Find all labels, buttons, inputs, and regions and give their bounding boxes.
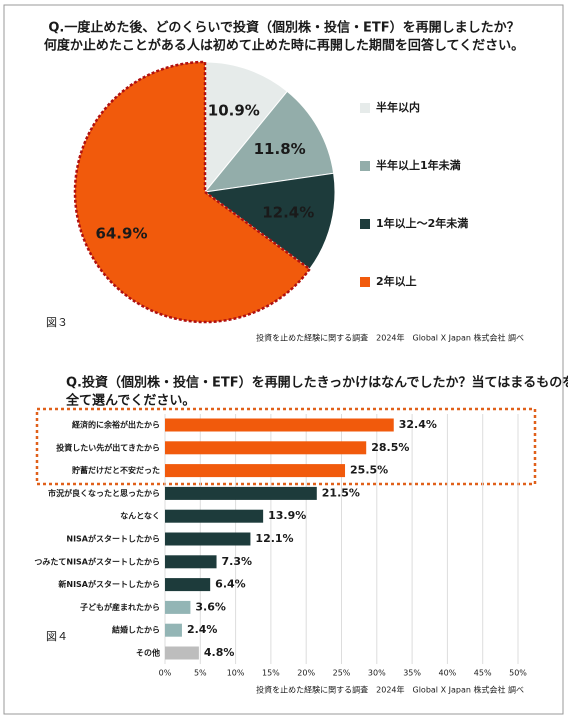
bar xyxy=(165,486,317,500)
value-label: 28.5% xyxy=(371,441,409,454)
slice-label: 12.4% xyxy=(262,203,314,221)
x-tick-label: 30% xyxy=(368,669,386,678)
bar xyxy=(165,441,367,455)
x-tick-label: 20% xyxy=(297,669,315,678)
legend-label: 2年以上 xyxy=(376,274,417,288)
value-label: 7.3% xyxy=(222,555,253,568)
bar xyxy=(165,623,182,637)
category-label: 投資したい先が出てきたから xyxy=(56,442,160,452)
category-label: 貯蓄だけだと不安だった xyxy=(72,465,160,475)
legend-swatch xyxy=(360,161,370,171)
x-tick-label: 35% xyxy=(403,669,421,678)
value-label: 12.1% xyxy=(255,532,293,545)
category-label: 市況が良くなったと思ったから xyxy=(48,488,160,498)
bar xyxy=(165,532,251,546)
legend-swatch xyxy=(360,219,370,229)
bar xyxy=(165,555,217,569)
category-label: 子どもが産まれたから xyxy=(80,602,160,612)
x-tick-label: 45% xyxy=(474,669,492,678)
x-tick-label: 0% xyxy=(159,669,172,678)
value-label: 32.4% xyxy=(399,418,437,431)
bar xyxy=(165,464,346,478)
value-label: 13.9% xyxy=(268,509,306,522)
pie-slice xyxy=(73,60,312,324)
category-label: NISAがスタートしたから xyxy=(66,534,160,544)
x-tick-label: 5% xyxy=(194,669,207,678)
x-tick-label: 10% xyxy=(227,669,245,678)
category-label: 結婚したから xyxy=(112,625,160,635)
x-tick-label: 25% xyxy=(333,669,351,678)
bar xyxy=(165,646,199,660)
chart-title: 全て選んでください。 xyxy=(65,393,195,409)
value-label: 6.4% xyxy=(215,578,246,591)
category-label: なんとなく xyxy=(120,512,160,521)
chart-title: 何度か止めたことがある人は初めて止めた時に再開した期間を回答してください。 xyxy=(44,38,524,54)
legend-label: 半年以上1年未満 xyxy=(376,158,461,172)
value-label: 4.8% xyxy=(204,646,235,659)
value-label: 21.5% xyxy=(322,486,360,499)
value-label: 3.6% xyxy=(195,600,226,613)
category-label: 経済的に余裕が出たから xyxy=(72,420,160,430)
value-label: 25.5% xyxy=(350,464,388,477)
bar xyxy=(165,509,264,523)
category-label: 新NISAがスタートしたから xyxy=(58,579,160,589)
legend-label: 1年以上～2年未満 xyxy=(376,216,468,230)
slice-label: 11.8% xyxy=(254,140,306,158)
value-label: 2.4% xyxy=(187,623,218,636)
category-label: その他 xyxy=(136,648,160,658)
source: 投資を止めた経験に関する調査 2024年 Global X Japan 株式会社… xyxy=(256,333,524,343)
pie-slice xyxy=(204,61,288,194)
category-label: つみたてNISAがスタートしたから xyxy=(34,556,160,566)
x-tick-label: 15% xyxy=(262,669,280,678)
highlight-box xyxy=(35,407,537,486)
bar xyxy=(165,418,394,432)
slice-label: 64.9% xyxy=(95,225,147,243)
chart-title: Q.一度止めた後、どのくらいで投資（個別株・投信・ETF）を再開しましたか？ xyxy=(48,20,519,36)
legend-swatch xyxy=(360,103,370,113)
legend-label: 半年以内 xyxy=(376,100,420,114)
bar xyxy=(165,600,191,614)
x-tick-label: 40% xyxy=(439,669,457,678)
frame xyxy=(3,4,564,715)
x-tick-label: 50% xyxy=(509,669,527,678)
slice-label: 10.9% xyxy=(208,102,260,120)
pie-slice xyxy=(203,172,336,270)
legend-swatch xyxy=(360,277,370,287)
figure-label: 図３ xyxy=(46,316,68,329)
pie-slice xyxy=(203,90,335,193)
source: 投資を止めた経験に関する調査 2024年 Global X Japan 株式会社… xyxy=(256,685,524,695)
bar xyxy=(165,578,211,592)
figure-label: 図４ xyxy=(46,630,68,643)
chart-title: Q.投資（個別株・投信・ETF）を再開したきっかけはなんでしたか？当てはまるもの… xyxy=(66,375,568,391)
